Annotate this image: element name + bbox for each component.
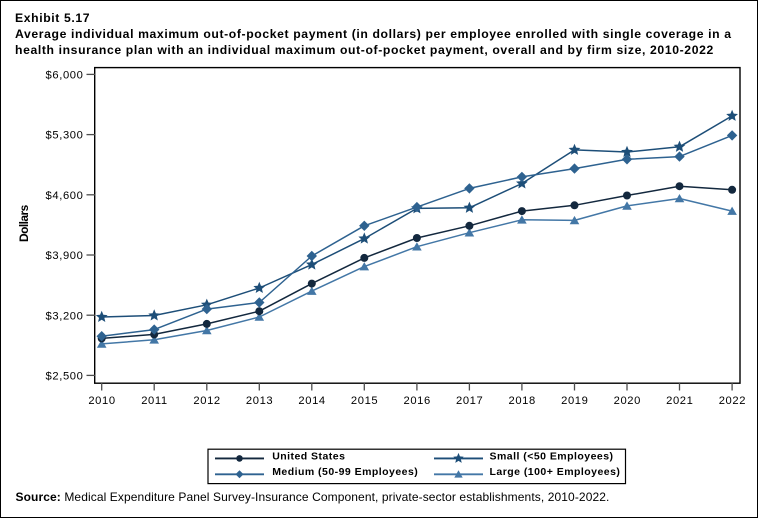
svg-text:$2,500: $2,500 [46,371,84,383]
svg-text:$3,200: $3,200 [46,310,84,322]
svg-text:2014: 2014 [298,395,325,407]
svg-text:Dollars: Dollars [17,204,31,242]
svg-text:2020: 2020 [614,395,641,407]
svg-text:2010: 2010 [88,395,115,407]
svg-text:$5,300: $5,300 [46,130,84,142]
svg-text:Medium (50-99 Employees): Medium (50-99 Employees) [272,466,418,478]
svg-text:Large (100+ Employees): Large (100+ Employees) [490,466,621,478]
svg-text:$6,000: $6,000 [46,70,84,82]
svg-text:2012: 2012 [193,395,220,407]
svg-text:2018: 2018 [509,395,536,407]
svg-text:2011: 2011 [141,395,168,407]
svg-text:United States: United States [272,451,345,463]
svg-text:2017: 2017 [456,395,483,407]
svg-text:Small (<50 Employees): Small (<50 Employees) [490,451,614,463]
svg-text:2022: 2022 [719,395,746,407]
svg-text:2015: 2015 [351,395,378,407]
svg-text:2016: 2016 [404,395,431,407]
svg-text:$4,600: $4,600 [46,190,84,202]
svg-text:2021: 2021 [666,395,693,407]
svg-text:2019: 2019 [561,395,588,407]
svg-text:2013: 2013 [246,395,273,407]
svg-text:$3,900: $3,900 [46,250,84,262]
